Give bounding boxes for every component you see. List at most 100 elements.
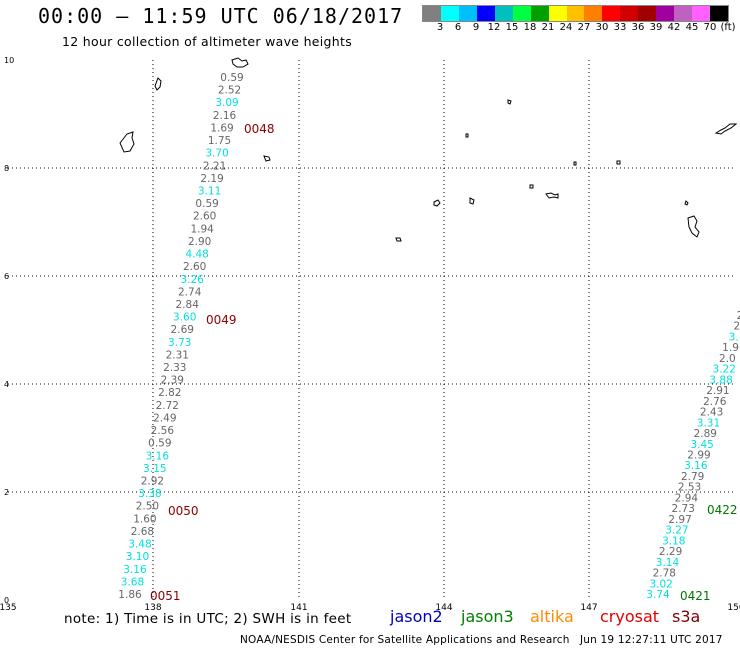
- legend-swatch: [566, 6, 585, 21]
- swh-value: 2.60: [193, 211, 216, 223]
- swh-value: 2.39: [161, 375, 184, 387]
- swh-value: 2.74: [178, 286, 202, 298]
- swh-value: 3.16: [146, 450, 170, 462]
- island: [529, 184, 534, 189]
- swh-value: 3.48: [128, 539, 151, 551]
- swh-value: 2.84: [176, 299, 200, 311]
- swh-value: 3.88: [709, 374, 732, 386]
- footer-note: note: 1) Time is in UTC; 2) SWH is in fe…: [64, 611, 352, 627]
- swh-value: 3.68: [121, 576, 144, 588]
- swh-value: 2: [737, 310, 740, 322]
- swh-value: 3.45: [690, 439, 713, 451]
- island: [545, 192, 559, 199]
- x-tick-label: 147: [580, 603, 597, 613]
- island: [231, 57, 249, 68]
- swh-value: 2.43: [700, 407, 723, 419]
- swh-value: 3.16: [684, 460, 708, 472]
- swh-value: 3.15: [143, 463, 166, 475]
- legend-swatch: [458, 6, 477, 21]
- x-tick-label: 135: [0, 603, 17, 613]
- legend-label: 42: [667, 22, 681, 33]
- swh-value: 2.21: [203, 160, 226, 172]
- swh-value: 2.90: [188, 236, 211, 248]
- island: [465, 133, 469, 138]
- legend-label: 15: [505, 22, 519, 33]
- swh-value: 3.26: [180, 274, 204, 286]
- swh-value: 3.18: [662, 535, 685, 547]
- swh-value: 2.29: [659, 546, 682, 558]
- legend-swatch: [656, 6, 675, 21]
- swh-value: 3.38: [138, 488, 161, 500]
- legend-swatch: [548, 6, 567, 21]
- island: [154, 77, 162, 91]
- x-tick-label: 144: [435, 603, 452, 613]
- swh-value: 2.97: [668, 514, 691, 526]
- island: [573, 161, 577, 166]
- swh-value: 2.69: [171, 324, 194, 336]
- swh-value: 2.72: [156, 400, 179, 412]
- swh-value: 2.89: [694, 428, 717, 440]
- legend-color-bar: [422, 5, 729, 22]
- swh-value: 1.75: [208, 135, 231, 147]
- legend-swatch: [512, 6, 531, 21]
- pass-time-label: 0048: [244, 122, 275, 136]
- legend-label: 33: [613, 22, 627, 33]
- color-legend: 3 6 9 12 15 18 21 24 27 30 33 36 39 42 45 70 (ft): [422, 5, 736, 33]
- swh-value: 3.31: [697, 417, 720, 429]
- legend-label: 3: [436, 22, 444, 33]
- swh-value: 2.16: [213, 110, 237, 122]
- legend-labels: 3 6 9 12 15 18 21 24 27 30 33 36 39 42 45 70 (ft): [422, 22, 740, 36]
- island: [616, 160, 621, 165]
- legend-label: 45: [685, 22, 699, 33]
- page-title: 00:00 – 11:59 UTC 06/18/2017: [38, 4, 404, 28]
- island: [714, 123, 738, 135]
- swh-value: 3.: [729, 331, 739, 343]
- satellite-jason3: jason3: [461, 607, 514, 626]
- legend-label: 6: [454, 22, 462, 33]
- x-tick-label: 150: [727, 603, 740, 613]
- swh-value: 2: [734, 321, 740, 333]
- swh-value: 2.53: [678, 482, 701, 494]
- legend-swatch: [674, 6, 693, 21]
- island: [469, 197, 475, 205]
- legend-label: (ft): [720, 22, 736, 33]
- swh-value: 2.78: [653, 568, 676, 580]
- swh-value: 2.31: [166, 349, 189, 361]
- swh-value: 1.9: [722, 342, 739, 354]
- swh-value: 4.48: [185, 249, 208, 261]
- swh-value: 2.68: [131, 526, 154, 538]
- y-tick-label: 6: [4, 272, 9, 281]
- swh-value: 1.60: [133, 513, 156, 525]
- legend-label: 18: [523, 22, 537, 33]
- island: [433, 199, 441, 207]
- legend-swatch: [423, 6, 441, 21]
- swh-value: 1.69: [210, 122, 233, 134]
- swh-value: 1.94: [190, 223, 214, 235]
- pass-time-label: 0049: [206, 313, 237, 327]
- generated-timestamp: Jun 19 12:27:11 UTC 2017: [580, 634, 723, 646]
- swh-value: 3.16: [123, 564, 147, 576]
- legend-label: 12: [487, 22, 501, 33]
- credit-text: NOAA/NESDIS Center for Satellite Applica…: [240, 634, 570, 646]
- satellite-s3a: s3a: [672, 607, 701, 626]
- swh-value: 3.73: [168, 337, 191, 349]
- swh-value: 3.27: [665, 525, 688, 537]
- satellite-cryosat: cryosat: [600, 607, 660, 626]
- land-outlines: [119, 57, 738, 242]
- legend-swatch: [476, 6, 495, 21]
- swh-value: 0.59: [195, 198, 218, 210]
- swh-value: 2.76: [703, 396, 727, 408]
- swh-value: 2.82: [158, 387, 181, 399]
- swh-value: 2.49: [153, 412, 176, 424]
- legend-label: 27: [577, 22, 591, 33]
- swh-value: 3.02: [649, 578, 672, 590]
- pass-time-label: 0421: [680, 589, 711, 603]
- swh-value: 2.60: [183, 261, 206, 273]
- swh-value: 2.73: [672, 503, 695, 515]
- swh-value: 1.86: [118, 589, 142, 601]
- legend-swatch: [530, 6, 549, 21]
- swh-value: 2.99: [687, 450, 710, 462]
- legend-swatch: [602, 6, 621, 21]
- swh-value: 3.74: [646, 589, 670, 601]
